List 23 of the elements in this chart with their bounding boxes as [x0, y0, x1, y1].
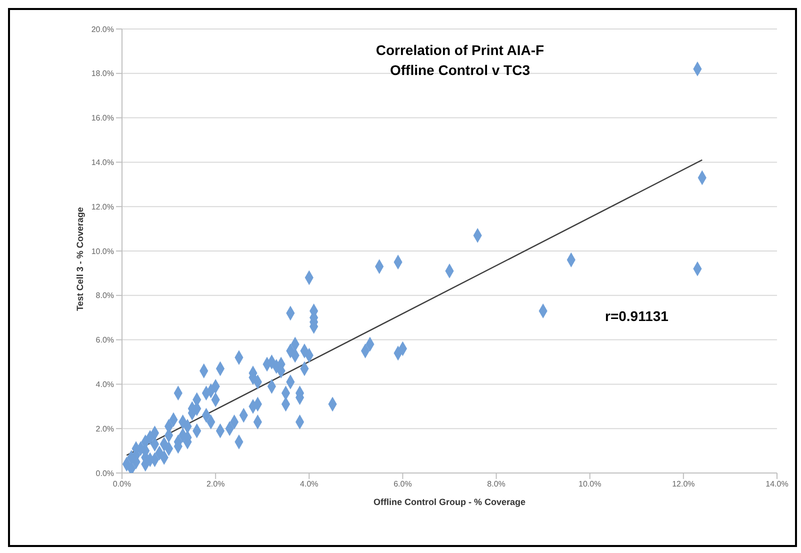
- x-tick-label: 6.0%: [394, 480, 412, 489]
- x-tick-label: 10.0%: [578, 480, 602, 489]
- x-tick-label: 8.0%: [487, 480, 506, 489]
- x-tick-label: 14.0%: [766, 480, 788, 489]
- x-tick-label: 2.0%: [206, 480, 225, 489]
- y-tick-label: 14.0%: [91, 158, 114, 168]
- y-tick-label: 20.0%: [91, 24, 114, 34]
- y-tick-label: 18.0%: [91, 69, 114, 78]
- y-tick-label: 16.0%: [91, 114, 114, 123]
- x-tick-label: 4.0%: [300, 480, 318, 489]
- y-tick-label: 12.0%: [91, 202, 114, 212]
- y-axis-title: Test Cell 3 - % Coverage: [75, 207, 86, 311]
- y-tick-label: 0.0%: [96, 468, 114, 478]
- x-axis-title: Offline Control Group - % Coverage: [373, 497, 526, 507]
- x-tick-label: 0.0%: [112, 480, 132, 489]
- text: Correlation of Print AIA-F Offline Control v TC3: [374, 41, 546, 80]
- y-tick-label: 10.0%: [91, 246, 114, 256]
- y-tick-label: 2.0%: [96, 424, 114, 434]
- x-tick-label: 12.0%: [672, 480, 695, 489]
- annotation: r=0.91131: [605, 308, 668, 324]
- y-tick-label: 6.0%: [96, 336, 114, 345]
- y-tick-label: 8.0%: [96, 291, 114, 300]
- y-tick-label: 4.0%: [96, 380, 114, 390]
